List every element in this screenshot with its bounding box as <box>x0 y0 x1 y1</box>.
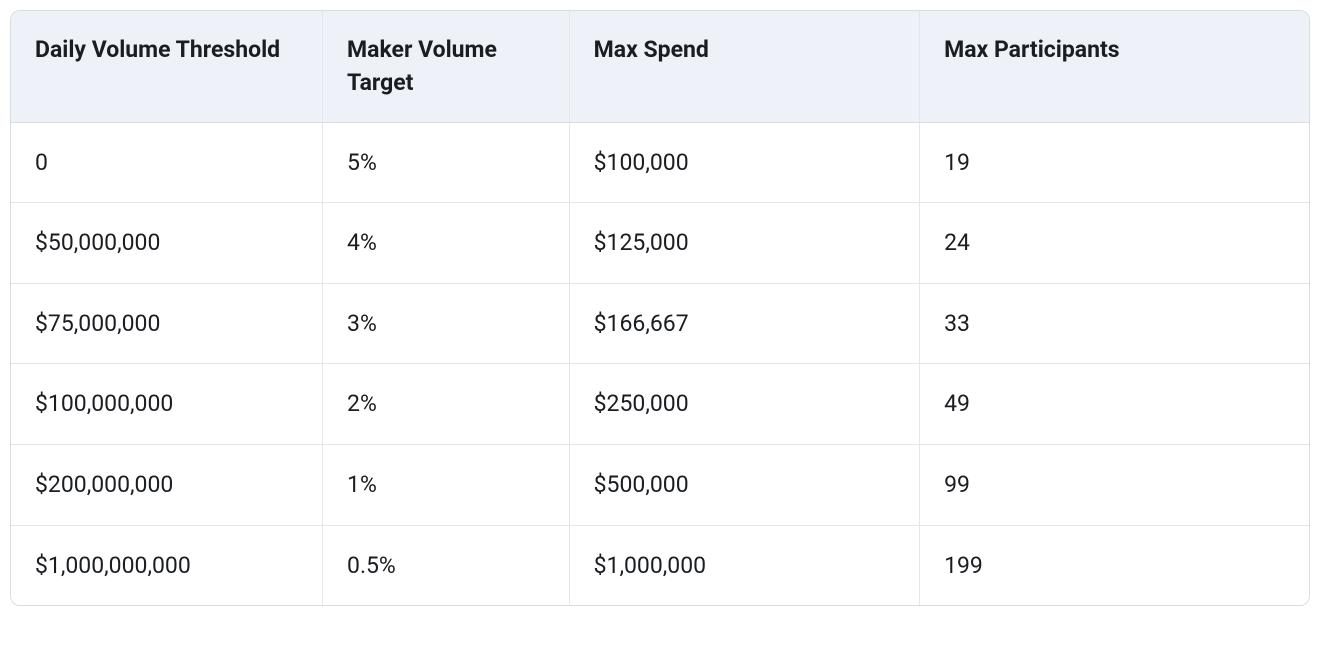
cell-maker-volume-target: 0.5% <box>323 525 570 605</box>
table-header: Daily Volume Threshold Maker Volume Targ… <box>11 11 1309 122</box>
cell-max-spend: $500,000 <box>569 445 919 526</box>
table-body: 0 5% $100,000 19 $50,000,000 4% $125,000… <box>11 122 1309 605</box>
table-header-row: Daily Volume Threshold Maker Volume Targ… <box>11 11 1309 122</box>
cell-max-spend: $125,000 <box>569 203 919 284</box>
cell-maker-volume-target: 1% <box>323 445 570 526</box>
cell-daily-volume-threshold: $1,000,000,000 <box>11 525 323 605</box>
cell-max-spend: $1,000,000 <box>569 525 919 605</box>
cell-maker-volume-target: 3% <box>323 283 570 364</box>
cell-daily-volume-threshold: $50,000,000 <box>11 203 323 284</box>
cell-max-participants: 99 <box>920 445 1309 526</box>
cell-daily-volume-threshold: $100,000,000 <box>11 364 323 445</box>
table-row: $75,000,000 3% $166,667 33 <box>11 283 1309 364</box>
cell-maker-volume-target: 2% <box>323 364 570 445</box>
col-header-daily-volume-threshold: Daily Volume Threshold <box>11 11 323 122</box>
cell-max-participants: 49 <box>920 364 1309 445</box>
col-header-max-participants: Max Participants <box>920 11 1309 122</box>
cell-maker-volume-target: 5% <box>323 122 570 203</box>
cell-daily-volume-threshold: $75,000,000 <box>11 283 323 364</box>
table-row: $200,000,000 1% $500,000 99 <box>11 445 1309 526</box>
table-row: $50,000,000 4% $125,000 24 <box>11 203 1309 284</box>
table-row: $1,000,000,000 0.5% $1,000,000 199 <box>11 525 1309 605</box>
col-header-maker-volume-target: Maker Volume Target <box>323 11 570 122</box>
table: Daily Volume Threshold Maker Volume Targ… <box>11 11 1309 605</box>
cell-max-participants: 24 <box>920 203 1309 284</box>
table-row: 0 5% $100,000 19 <box>11 122 1309 203</box>
cell-max-spend: $250,000 <box>569 364 919 445</box>
cell-maker-volume-target: 4% <box>323 203 570 284</box>
cell-max-participants: 199 <box>920 525 1309 605</box>
table-row: $100,000,000 2% $250,000 49 <box>11 364 1309 445</box>
cell-max-participants: 33 <box>920 283 1309 364</box>
cell-max-spend: $166,667 <box>569 283 919 364</box>
cell-max-participants: 19 <box>920 122 1309 203</box>
cell-max-spend: $100,000 <box>569 122 919 203</box>
cell-daily-volume-threshold: 0 <box>11 122 323 203</box>
cell-daily-volume-threshold: $200,000,000 <box>11 445 323 526</box>
col-header-max-spend: Max Spend <box>569 11 919 122</box>
volume-tier-table: Daily Volume Threshold Maker Volume Targ… <box>10 10 1310 606</box>
